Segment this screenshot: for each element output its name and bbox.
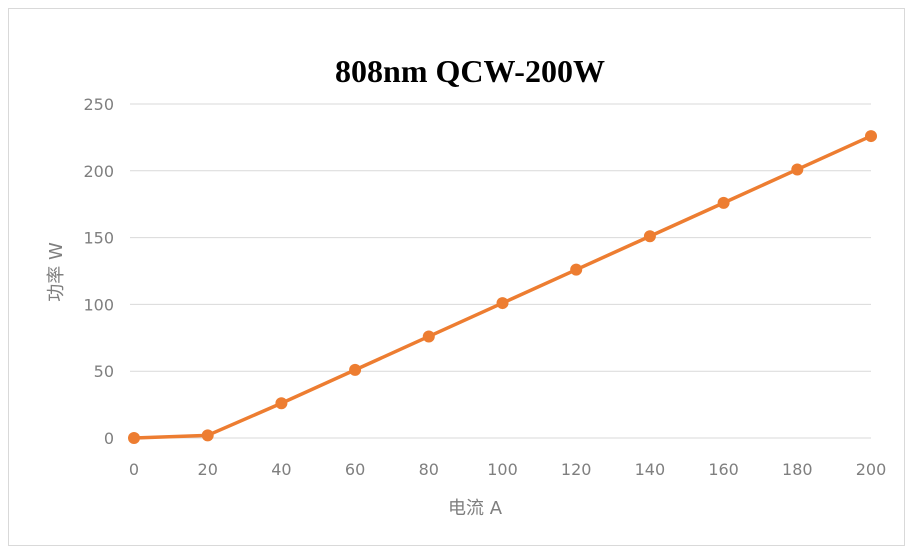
x-tick-label: 80 [419, 460, 439, 479]
gridlines [130, 103, 871, 439]
data-point [201, 429, 214, 442]
data-point [791, 163, 804, 176]
chart-title: 808nm QCW-200W [335, 53, 605, 89]
y-tick-label: 200 [83, 162, 114, 181]
data-point [496, 297, 509, 310]
data-point [865, 130, 877, 143]
y-tick-label: 0 [104, 429, 114, 448]
data-point [349, 363, 362, 376]
x-tick-label: 120 [561, 460, 592, 479]
x-tick-label: 20 [198, 460, 218, 479]
y-axis-label: 功率 W [46, 242, 67, 302]
x-tick-label: 160 [708, 460, 739, 479]
y-tick-label: 100 [83, 295, 114, 314]
y-axis-ticks: 0 50 100 150 200 250 [83, 95, 114, 448]
x-tick-label: 100 [487, 460, 518, 479]
y-tick-label: 150 [83, 229, 114, 248]
x-tick-label: 60 [345, 460, 365, 479]
chart-frame [8, 8, 905, 546]
x-tick-label: 140 [635, 460, 666, 479]
series-power [128, 130, 877, 444]
x-axis-label: 电流 A [448, 498, 503, 519]
data-point [570, 263, 583, 276]
data-point [422, 330, 435, 343]
y-tick-label: 250 [83, 95, 114, 114]
x-tick-label: 40 [271, 460, 291, 479]
data-point [643, 230, 656, 243]
x-axis-ticks: 0 20 40 60 80 100 120 140 160 180 200 [129, 460, 886, 479]
data-point [128, 432, 140, 444]
x-tick-label: 200 [856, 460, 887, 479]
y-tick-label: 50 [94, 362, 114, 381]
data-point [275, 397, 288, 410]
data-point [717, 196, 730, 209]
series-line [132, 134, 873, 440]
x-tick-label: 180 [782, 460, 813, 479]
x-tick-label: 0 [129, 460, 139, 479]
